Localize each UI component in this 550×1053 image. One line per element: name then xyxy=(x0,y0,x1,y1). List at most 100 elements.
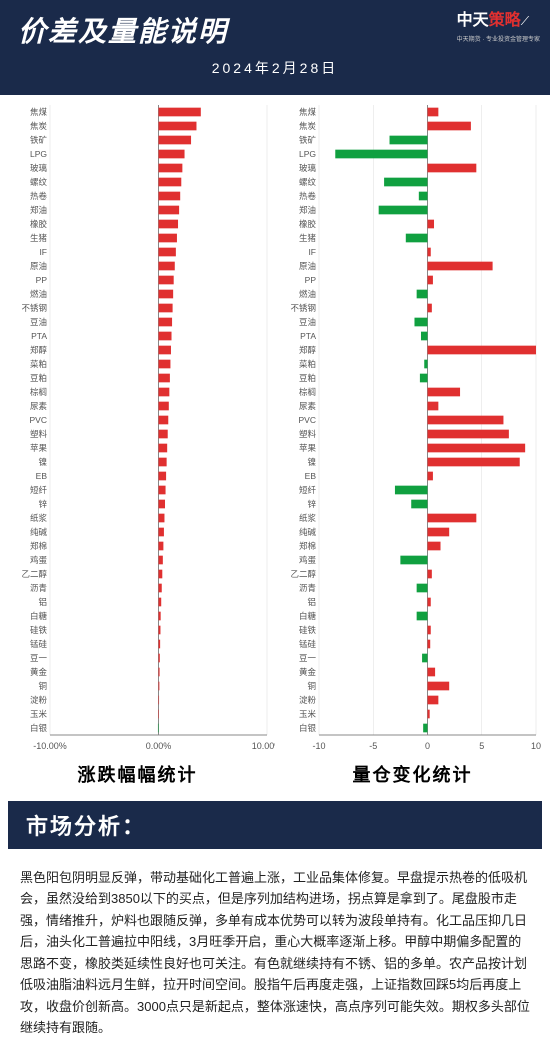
svg-text:镍: 镍 xyxy=(307,457,316,467)
svg-text:IF: IF xyxy=(39,247,47,257)
left-chart-title: 涨跌幅幅统计 xyxy=(0,755,275,797)
svg-text:10: 10 xyxy=(531,741,541,751)
svg-text:PTA: PTA xyxy=(300,331,316,341)
svg-text:郑油: 郑油 xyxy=(30,205,47,215)
svg-text:淀粉: 淀粉 xyxy=(299,695,317,705)
svg-text:焦煤: 焦煤 xyxy=(30,107,48,117)
svg-text:原油: 原油 xyxy=(30,261,47,271)
svg-text:玻璃: 玻璃 xyxy=(30,163,48,173)
svg-text:不锈钢: 不锈钢 xyxy=(21,303,47,313)
svg-text:纯碱: 纯碱 xyxy=(299,527,317,537)
svg-text:豆油: 豆油 xyxy=(299,317,316,327)
svg-text:原油: 原油 xyxy=(299,261,316,271)
svg-text:郑醇: 郑醇 xyxy=(30,345,48,355)
svg-text:PVC: PVC xyxy=(299,415,316,425)
svg-text:尿素: 尿素 xyxy=(299,401,317,411)
svg-text:燃油: 燃油 xyxy=(30,289,47,299)
svg-text:EB: EB xyxy=(305,471,317,481)
svg-text:塑料: 塑料 xyxy=(30,429,48,439)
svg-text:菜粕: 菜粕 xyxy=(30,359,47,369)
page-title: 价差及量能说明 xyxy=(18,10,532,50)
svg-text:铁矿: 铁矿 xyxy=(30,135,48,145)
svg-text:乙二醇: 乙二醇 xyxy=(290,569,316,579)
svg-text:热卷: 热卷 xyxy=(299,191,317,201)
svg-text:郑棉: 郑棉 xyxy=(30,541,47,551)
svg-text:焦炭: 焦炭 xyxy=(30,121,48,131)
svg-text:豆粕: 豆粕 xyxy=(30,373,47,383)
svg-text:铝: 铝 xyxy=(307,597,316,607)
svg-text:淀粉: 淀粉 xyxy=(30,695,48,705)
svg-text:锌: 锌 xyxy=(38,499,47,509)
svg-text:乙二醇: 乙二醇 xyxy=(21,569,47,579)
svg-text:PTA: PTA xyxy=(31,331,47,341)
svg-text:玻璃: 玻璃 xyxy=(299,163,317,173)
svg-text:短纤: 短纤 xyxy=(30,485,48,495)
right-chart: -10-50510焦煤焦炭铁矿LPG玻璃螺纹热卷郑油橡胶生猪IF原油PP燃油不锈… xyxy=(275,99,544,755)
logo-slash: ⟋ xyxy=(521,14,529,28)
analysis-text: 黑色阳包阴明显反弹，带动基础化工普遍上涨，工业品集体修复。早盘提示热卷的低吸机会… xyxy=(0,853,550,1053)
svg-text:苹果: 苹果 xyxy=(30,443,48,453)
svg-text:纯碱: 纯碱 xyxy=(30,527,48,537)
svg-text:5: 5 xyxy=(479,741,484,751)
svg-text:-5: -5 xyxy=(369,741,377,751)
charts-row: -10.00%0.00%10.00%焦煤焦炭铁矿LPG玻璃螺纹热卷郑油橡胶生猪I… xyxy=(0,95,550,755)
svg-text:豆粕: 豆粕 xyxy=(299,373,316,383)
svg-text:EB: EB xyxy=(36,471,48,481)
svg-text:LPG: LPG xyxy=(30,149,47,159)
svg-text:焦炭: 焦炭 xyxy=(299,121,317,131)
svg-text:鸡蛋: 鸡蛋 xyxy=(299,555,317,565)
svg-text:橡胶: 橡胶 xyxy=(299,219,317,229)
svg-text:白糖: 白糖 xyxy=(30,611,48,621)
svg-text:黄金: 黄金 xyxy=(299,667,317,677)
svg-text:白银: 白银 xyxy=(299,723,317,733)
svg-text:PP: PP xyxy=(305,275,317,285)
svg-text:锰硅: 锰硅 xyxy=(30,639,48,649)
svg-text:PVC: PVC xyxy=(30,415,47,425)
svg-text:豆油: 豆油 xyxy=(30,317,47,327)
svg-text:焦煤: 焦煤 xyxy=(299,107,317,117)
svg-text:螺纹: 螺纹 xyxy=(299,177,317,187)
svg-text:白糖: 白糖 xyxy=(299,611,317,621)
logo-accent: 策略 xyxy=(489,12,521,29)
svg-text:LPG: LPG xyxy=(299,149,316,159)
svg-text:玉米: 玉米 xyxy=(30,709,48,719)
svg-text:10.00%: 10.00% xyxy=(252,741,275,751)
svg-text:纸浆: 纸浆 xyxy=(30,513,48,523)
svg-text:螺纹: 螺纹 xyxy=(30,177,48,187)
svg-text:郑醇: 郑醇 xyxy=(299,345,317,355)
svg-text:豆一: 豆一 xyxy=(299,653,317,663)
logo: 中天策略⟋ 中天期货 · 专业投资金管理专家 xyxy=(457,6,540,44)
svg-text:纸浆: 纸浆 xyxy=(299,513,317,523)
right-chart-title: 量仓变化统计 xyxy=(275,755,550,797)
svg-text:苹果: 苹果 xyxy=(299,443,317,453)
header: 中天策略⟋ 中天期货 · 专业投资金管理专家 价差及量能说明 2024年2月28… xyxy=(0,0,550,95)
left-chart: -10.00%0.00%10.00%焦煤焦炭铁矿LPG玻璃螺纹热卷郑油橡胶生猪I… xyxy=(6,99,275,755)
svg-text:IF: IF xyxy=(308,247,316,257)
svg-text:橡胶: 橡胶 xyxy=(30,219,48,229)
svg-text:-10: -10 xyxy=(312,741,325,751)
svg-text:锰硅: 锰硅 xyxy=(299,639,317,649)
svg-text:棕榈: 棕榈 xyxy=(30,387,47,397)
svg-text:铜: 铜 xyxy=(38,681,47,691)
svg-text:郑油: 郑油 xyxy=(299,205,316,215)
svg-text:生猪: 生猪 xyxy=(30,233,48,243)
svg-text:豆一: 豆一 xyxy=(30,653,48,663)
svg-text:热卷: 热卷 xyxy=(30,191,48,201)
svg-text:锌: 锌 xyxy=(307,499,316,509)
svg-text:尿素: 尿素 xyxy=(30,401,48,411)
svg-text:郑棉: 郑棉 xyxy=(299,541,316,551)
svg-text:铜: 铜 xyxy=(307,681,316,691)
section-header: 市场分析： xyxy=(8,801,542,849)
svg-text:硅铁: 硅铁 xyxy=(299,625,317,635)
svg-text:沥青: 沥青 xyxy=(30,583,47,593)
svg-text:0.00%: 0.00% xyxy=(146,741,172,751)
svg-text:白银: 白银 xyxy=(30,723,48,733)
svg-text:硅铁: 硅铁 xyxy=(30,625,48,635)
svg-text:棕榈: 棕榈 xyxy=(299,387,316,397)
svg-text:鸡蛋: 鸡蛋 xyxy=(30,555,48,565)
svg-text:生猪: 生猪 xyxy=(299,233,317,243)
svg-text:铁矿: 铁矿 xyxy=(299,135,317,145)
logo-sub: 中天期货 · 专业投资金管理专家 xyxy=(457,37,540,43)
svg-text:菜粕: 菜粕 xyxy=(299,359,316,369)
logo-main: 中天 xyxy=(457,12,489,29)
